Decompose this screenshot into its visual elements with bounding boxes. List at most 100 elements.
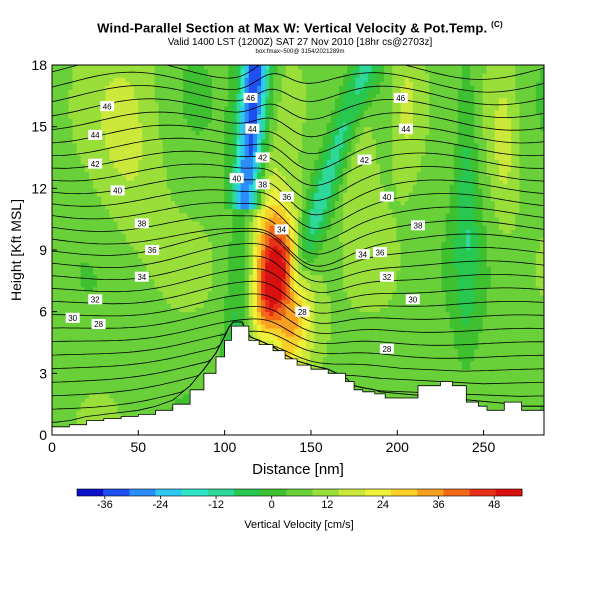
colorbar-swatch <box>312 489 340 496</box>
contour-labels: 46 44 42 40 38 36 34 32 30 28 46 44 42 40 38 36 34 28 46 44… <box>65 92 425 354</box>
colorbar-tick-label: 48 <box>488 499 500 511</box>
contour-label: 34 <box>358 250 367 259</box>
contour-label: 42 <box>91 160 100 169</box>
copyright-mark: (C) <box>491 20 503 29</box>
isentrope-line <box>52 71 544 93</box>
y-tick-label: 15 <box>31 119 47 135</box>
y-tick-label: 18 <box>31 57 47 73</box>
y-axis-label: Height [Kft MSL] <box>8 199 24 301</box>
contour-label: 36 <box>282 193 291 202</box>
colorbar-swatch <box>338 489 366 496</box>
contour-label-box <box>88 158 103 169</box>
contour-label-box <box>88 129 103 140</box>
colorbar-label: Vertical Velocity [cm/s] <box>244 519 353 531</box>
contour-label-box <box>65 312 80 323</box>
contour-label: 40 <box>113 187 122 196</box>
contour-label-box <box>379 191 394 202</box>
x-tick-label: 250 <box>472 439 496 455</box>
contour-label: 46 <box>396 94 405 103</box>
contour-label: 40 <box>232 174 241 183</box>
potential-temperature-contours <box>52 65 544 423</box>
contour-label: 36 <box>376 248 385 257</box>
x-tick-label: 200 <box>386 439 410 455</box>
isentrope-line <box>52 111 544 138</box>
isentrope-line <box>52 124 544 155</box>
contour-label: 32 <box>382 273 391 282</box>
y-tick-label: 3 <box>39 365 47 381</box>
contour-label-box <box>373 247 387 258</box>
colorbar-swatch <box>234 489 261 496</box>
isentrope-line <box>52 255 544 294</box>
isentrope-line <box>52 268 544 304</box>
contour-label-box <box>245 123 260 134</box>
contour-label-box <box>145 245 160 255</box>
chart-subtitle-2: box:fmax~500@ 3154/2021289m <box>255 49 345 55</box>
isentrope-line <box>52 321 544 359</box>
contour-label-box <box>355 249 370 260</box>
contour-label: 28 <box>298 308 307 317</box>
contour-label-box <box>134 218 149 229</box>
isentrope-line <box>52 230 544 272</box>
colorbar-swatch <box>286 489 314 496</box>
colorbar-tick-label: 0 <box>269 499 275 511</box>
contour-label: 38 <box>137 220 146 229</box>
colorbar-tick-label: -24 <box>152 499 168 511</box>
contour-label-box <box>379 271 394 282</box>
y-tick-label: 0 <box>39 427 47 443</box>
contour-label-box <box>243 92 258 103</box>
colorbar-swatch <box>260 489 287 496</box>
contour-label: 38 <box>414 222 423 231</box>
colorbar-tick-label: 24 <box>377 499 389 511</box>
contour-label-box <box>357 154 372 165</box>
y-tick-label: 6 <box>39 304 47 320</box>
isentrope-line <box>52 65 544 80</box>
x-axis-label: Distance [nm] <box>252 461 344 478</box>
isentrope-line <box>52 318 544 346</box>
colorbar-swatch <box>77 489 104 496</box>
contour-label: 40 <box>382 193 391 202</box>
terrain-mask <box>52 325 544 435</box>
isentrope-line <box>52 215 544 255</box>
contour-label-box <box>411 220 425 231</box>
contour-label-box <box>255 152 270 163</box>
contour-label: 44 <box>91 131 100 140</box>
colorbar-swatch <box>417 489 444 496</box>
isentrope-line <box>52 137 544 171</box>
colorbar-tick-label: -12 <box>208 499 224 511</box>
isentrope-line <box>52 189 544 229</box>
contour-label: 28 <box>94 320 103 329</box>
isentrope-line <box>52 163 544 201</box>
contour-label-box <box>100 101 115 112</box>
x-tick-label: 0 <box>48 439 56 455</box>
contour-label-box <box>295 306 310 317</box>
contour-label: 34 <box>277 226 286 235</box>
contour-label-box <box>255 179 270 190</box>
colorbar-swatch <box>103 489 130 496</box>
contour-label-box <box>88 294 103 305</box>
contour-label: 32 <box>91 296 100 305</box>
colorbar-swatch <box>181 489 209 496</box>
isentrope-line <box>52 85 544 106</box>
colorbar-tick-label: 36 <box>432 499 444 511</box>
contour-label-box <box>134 271 149 282</box>
contour-label-box <box>405 294 420 305</box>
contour-label: 42 <box>360 156 369 165</box>
y-tick-label: 9 <box>39 242 47 258</box>
contour-label: 38 <box>258 180 267 189</box>
colorbar-frame <box>76 488 523 497</box>
contour-label: 44 <box>401 125 410 134</box>
colorbar-swatch <box>129 489 157 496</box>
contour-label: 42 <box>258 154 267 163</box>
contour-label-box <box>110 185 125 196</box>
colorbar-tick-label: 12 <box>321 499 333 511</box>
contour-label-box <box>274 224 289 235</box>
colorbar-swatch <box>155 489 183 496</box>
chart-title: Wind-Parallel Section at Max W: Vertical… <box>97 20 503 36</box>
colorbar-swatch <box>495 489 523 496</box>
isentrope-line <box>52 228 544 267</box>
contour-label: 36 <box>148 246 157 255</box>
contour-label: 46 <box>246 94 255 103</box>
contour-label: 46 <box>103 102 112 111</box>
